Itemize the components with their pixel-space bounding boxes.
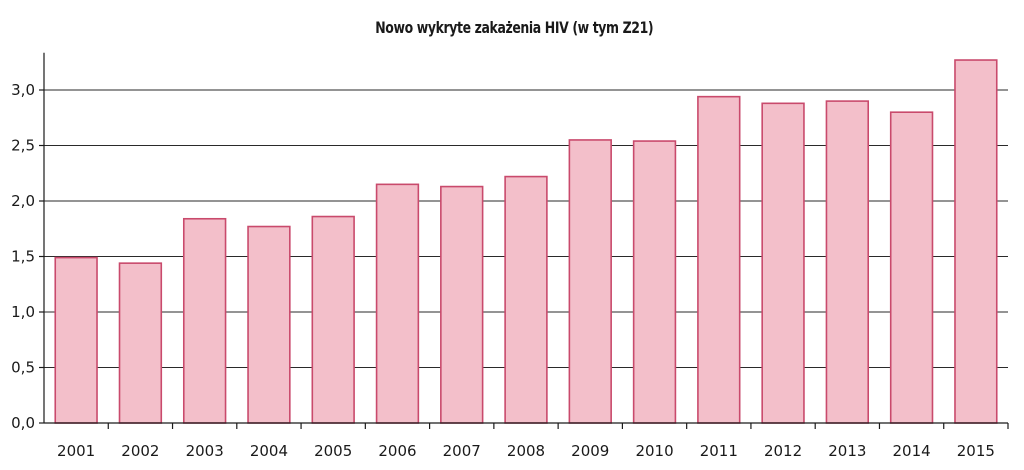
axes: [39, 52, 1009, 429]
x-tick-label-2002: 2002: [121, 442, 159, 460]
bar-2007: [440, 185, 484, 424]
bar-2008: [504, 175, 548, 424]
bar-2015: [954, 59, 998, 424]
bar-2002: [118, 262, 163, 424]
y-tick-label-6: 3,0: [11, 81, 35, 99]
y-tick-label-0: 0,0: [11, 414, 35, 432]
y-tick-label-5: 2,5: [11, 137, 35, 155]
bars: [54, 59, 998, 424]
x-tick-label-2006: 2006: [378, 442, 416, 460]
bar-2009: [568, 139, 612, 424]
bar-2004: [247, 225, 291, 424]
bar-2013: [825, 100, 870, 424]
x-tick-label-2003: 2003: [186, 442, 224, 460]
bar-2001: [54, 256, 98, 424]
bar-2003: [182, 217, 227, 424]
tick-labels: 0,0 0,5 1,0 1,5 2,0 2,5 3,0 2001 2002 2003 2004 200…: [11, 81, 995, 460]
x-tick-label-2007: 2007: [443, 442, 481, 460]
x-tick-label-2013: 2013: [828, 442, 866, 460]
x-tick-label-2014: 2014: [893, 442, 931, 460]
x-tick-label-2012: 2012: [764, 442, 802, 460]
bar-2014: [889, 111, 934, 424]
x-tick-label-2008: 2008: [507, 442, 545, 460]
x-tick-label-2001: 2001: [57, 442, 95, 460]
bar-2011: [697, 95, 741, 424]
bar-2005: [311, 215, 355, 424]
bar-2012: [761, 102, 805, 424]
y-tick-label-3: 1,5: [11, 248, 35, 266]
x-tick-label-2011: 2011: [700, 442, 738, 460]
x-tick-label-2005: 2005: [314, 442, 352, 460]
y-tick-label-1: 0,5: [11, 359, 35, 377]
x-tick-label-2010: 2010: [635, 442, 673, 460]
bar-2006: [375, 183, 420, 424]
x-tick-label-2004: 2004: [250, 442, 288, 460]
x-tick-label-2015: 2015: [957, 442, 995, 460]
y-tick-label-2: 1,0: [11, 303, 35, 321]
chart-title: Nowo wykryte zakażenia HIV (w tym Z21): [375, 18, 654, 37]
y-tick-label-4: 2,0: [11, 192, 35, 210]
bar-2010: [632, 140, 677, 424]
x-tick-label-2009: 2009: [571, 442, 609, 460]
